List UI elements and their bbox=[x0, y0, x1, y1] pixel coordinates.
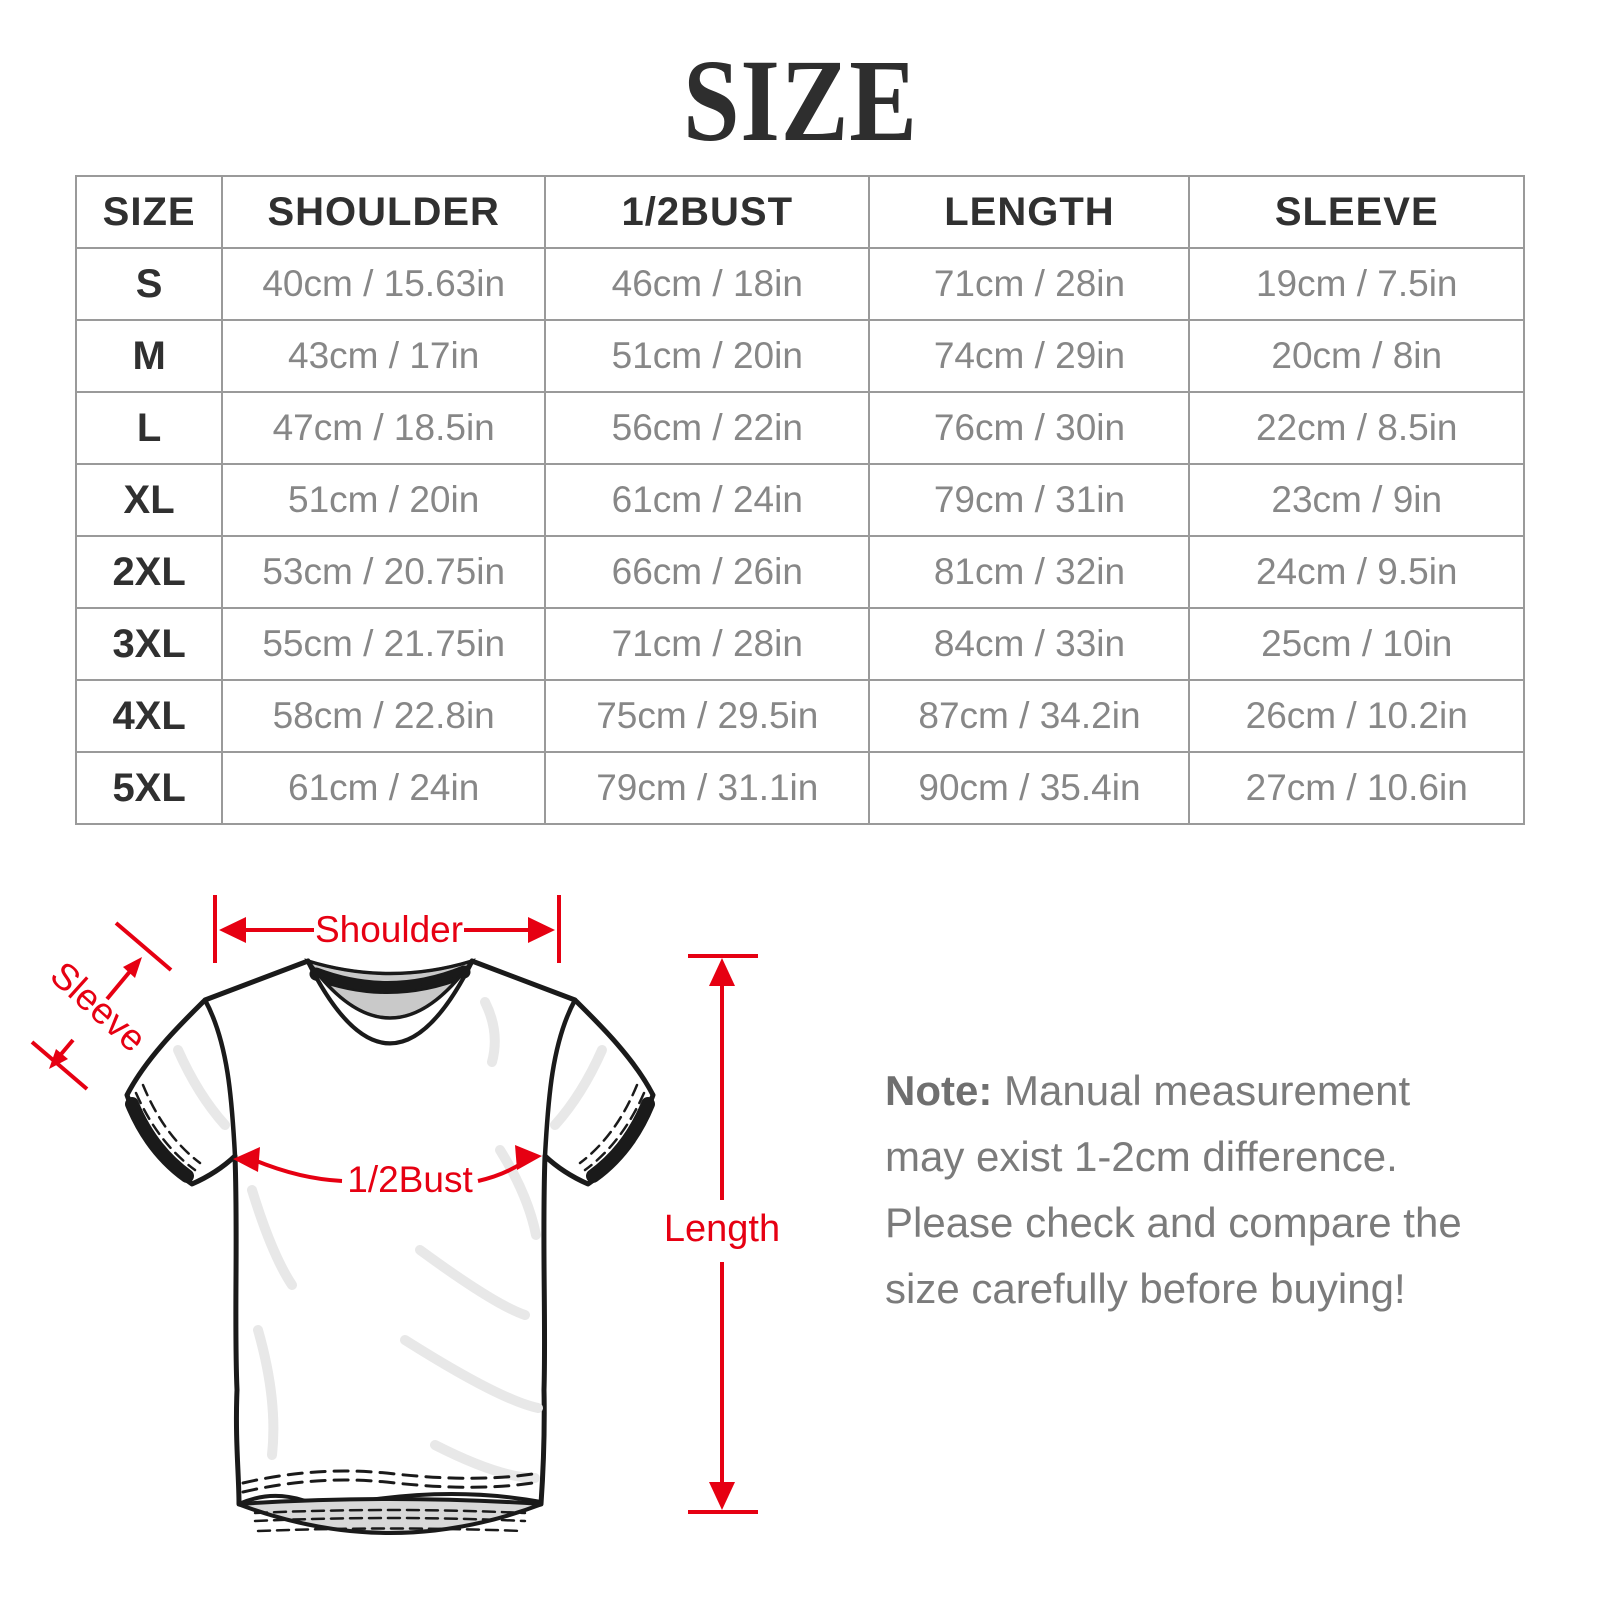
tshirt-body bbox=[124, 958, 656, 1526]
arrow-right-icon bbox=[515, 1145, 542, 1170]
size-cell: M bbox=[74, 319, 224, 393]
bust-label: 1/2Bust bbox=[347, 1159, 473, 1200]
shoulder-label: Shoulder bbox=[315, 909, 463, 950]
length-cell: 90cm / 35.4in bbox=[868, 751, 1191, 825]
bust-cell: 79cm / 31.1in bbox=[544, 751, 871, 825]
arrow-down-left-icon bbox=[49, 1049, 68, 1069]
size-cell: L bbox=[74, 391, 224, 465]
collar bbox=[304, 958, 476, 1045]
left-sleeve-hem bbox=[125, 1083, 202, 1183]
length-label: Length bbox=[664, 1208, 780, 1250]
column-header-sleeve: SLEEVE bbox=[1188, 175, 1525, 249]
length-cell: 84cm / 33in bbox=[868, 607, 1191, 681]
size-cell: 4XL bbox=[74, 679, 224, 753]
length-annotation: Length bbox=[664, 954, 780, 1514]
size-cell: XL bbox=[74, 463, 224, 537]
shoulder-cell: 51cm / 20in bbox=[221, 463, 547, 537]
measurement-note: Note: Manual measurement may exist 1-2cm… bbox=[885, 1058, 1500, 1322]
bust-cell: 51cm / 20in bbox=[544, 319, 871, 393]
shoulder-annotation: Shoulder bbox=[213, 895, 561, 963]
table-row: 3XL 55cm / 21.75in 71cm / 28in 84cm / 33in 2… bbox=[74, 607, 1525, 681]
column-header-bust: 1/2BUST bbox=[544, 175, 871, 249]
sleeve-cell: 27cm / 10.6in bbox=[1188, 751, 1525, 825]
size-cell: S bbox=[74, 247, 224, 321]
table-header-row: SIZE SHOULDER 1/2BUST LENGTH SLEEVE bbox=[74, 175, 1525, 249]
length-cell: 81cm / 32in bbox=[868, 535, 1191, 609]
fabric-wrinkles bbox=[173, 997, 607, 1483]
length-cell: 79cm / 31in bbox=[868, 463, 1191, 537]
table-row: S 40cm / 15.63in 46cm / 18in 71cm / 28in 19c… bbox=[74, 247, 1525, 321]
note-body: Manual measurement may exist 1-2cm diffe… bbox=[885, 1067, 1462, 1312]
shoulder-cell: 40cm / 15.63in bbox=[221, 247, 547, 321]
size-cell: 2XL bbox=[74, 535, 224, 609]
arrow-down-icon bbox=[709, 1482, 735, 1510]
column-header-length: LENGTH bbox=[868, 175, 1191, 249]
bust-cell: 71cm / 28in bbox=[544, 607, 871, 681]
page-title: SIZE bbox=[682, 35, 918, 166]
note-prefix: Note: bbox=[885, 1067, 993, 1114]
column-header-size: SIZE bbox=[74, 175, 224, 249]
sleeve-cell: 24cm / 9.5in bbox=[1188, 535, 1525, 609]
table-row: 4XL 58cm / 22.8in 75cm / 29.5in 87cm / 34.2… bbox=[74, 679, 1525, 753]
arrow-right-icon bbox=[528, 917, 555, 943]
sleeve-cell: 19cm / 7.5in bbox=[1188, 247, 1525, 321]
shoulder-cell: 43cm / 17in bbox=[221, 319, 547, 393]
arrow-up-right-icon bbox=[123, 957, 142, 978]
bust-annotation: 1/2Bust bbox=[233, 1145, 542, 1200]
bust-cell: 61cm / 24in bbox=[544, 463, 871, 537]
right-armhole-seam bbox=[542, 997, 578, 1159]
table-row: XL 51cm / 20in 61cm / 24in 79cm / 31in 23cm … bbox=[74, 463, 1525, 537]
arrow-left-icon bbox=[233, 1147, 260, 1172]
tshirt-measurement-diagram: Shoulder Sleeve 1/2Bust Length bbox=[30, 895, 780, 1535]
shoulder-cell: 53cm / 20.75in bbox=[221, 535, 547, 609]
column-header-shoulder: SHOULDER bbox=[221, 175, 547, 249]
length-cell: 71cm / 28in bbox=[868, 247, 1191, 321]
right-sleeve-hem bbox=[578, 1083, 655, 1183]
bust-cell: 75cm / 29.5in bbox=[544, 679, 871, 753]
shoulder-cell: 61cm / 24in bbox=[221, 751, 547, 825]
arrow-left-icon bbox=[219, 917, 246, 943]
table-row: M 43cm / 17in 51cm / 20in 74cm / 29in 20cm /… bbox=[74, 319, 1525, 393]
sleeve-cell: 26cm / 10.2in bbox=[1188, 679, 1525, 753]
table-row: 5XL 61cm / 24in 79cm / 31.1in 90cm / 35.4in… bbox=[74, 751, 1525, 825]
length-cell: 76cm / 30in bbox=[868, 391, 1191, 465]
length-cell: 87cm / 34.2in bbox=[868, 679, 1191, 753]
bust-cell: 66cm / 26in bbox=[544, 535, 871, 609]
shoulder-cell: 58cm / 22.8in bbox=[221, 679, 547, 753]
arrow-up-icon bbox=[709, 958, 735, 986]
sleeve-cell: 23cm / 9in bbox=[1188, 463, 1525, 537]
size-cell: 3XL bbox=[74, 607, 224, 681]
sleeve-cell: 22cm / 8.5in bbox=[1188, 391, 1525, 465]
size-cell: 5XL bbox=[74, 751, 224, 825]
size-table: SIZE SHOULDER 1/2BUST LENGTH SLEEVE S 40c… bbox=[74, 175, 1525, 825]
table-row: L 47cm / 18.5in 56cm / 22in 76cm / 30in 22cm… bbox=[74, 391, 1525, 465]
table-row: 2XL 53cm / 20.75in 66cm / 26in 81cm / 32in 2… bbox=[74, 535, 1525, 609]
bottom-hem bbox=[237, 1469, 543, 1535]
sleeve-cell: 20cm / 8in bbox=[1188, 319, 1525, 393]
tshirt-illustration bbox=[124, 958, 656, 1535]
length-cell: 74cm / 29in bbox=[868, 319, 1191, 393]
left-armhole-seam bbox=[202, 997, 238, 1159]
shoulder-cell: 47cm / 18.5in bbox=[221, 391, 547, 465]
shoulder-cell: 55cm / 21.75in bbox=[221, 607, 547, 681]
bust-cell: 56cm / 22in bbox=[544, 391, 871, 465]
bust-cell: 46cm / 18in bbox=[544, 247, 871, 321]
sleeve-cell: 25cm / 10in bbox=[1188, 607, 1525, 681]
